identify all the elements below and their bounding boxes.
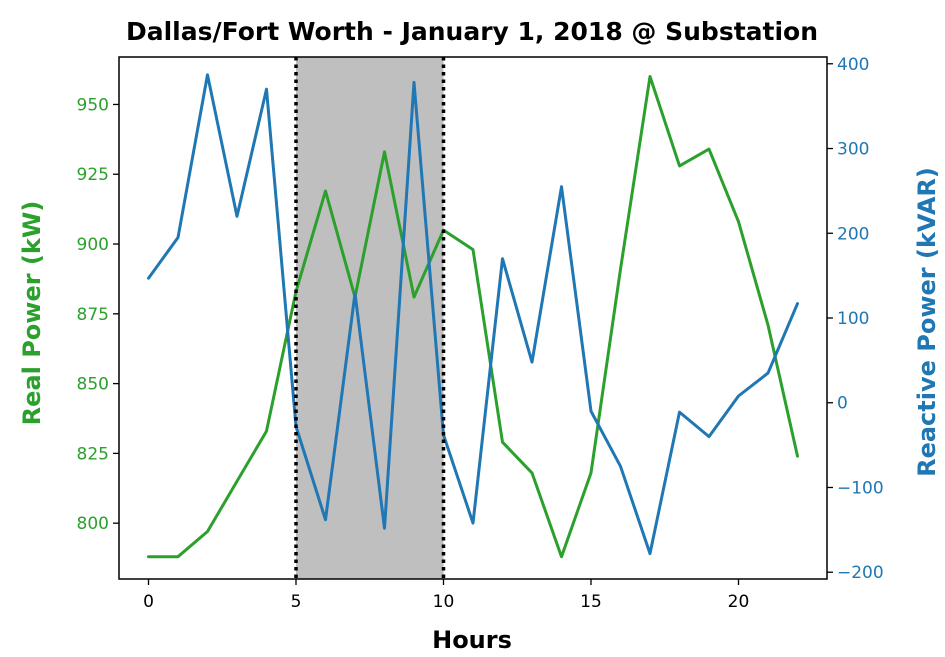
right-y-tick-label: 300	[837, 140, 869, 160]
reactive-power-line	[147, 73, 799, 556]
left-y-tick-label: 850	[77, 375, 109, 395]
left-y-tick-label: 875	[77, 305, 109, 325]
right-y-axis-label: Reactive Power (kVAR)	[913, 167, 941, 477]
x-axis-ticks: 0 5 10 15 20	[143, 579, 749, 612]
series-layer	[147, 73, 799, 559]
x-tick-label: 10	[433, 592, 455, 612]
vertical-lines-layer	[294, 57, 446, 579]
chart-title: Dallas/Fort Worth - January 1, 2018 @ Su…	[126, 17, 818, 46]
left-y-tick-label: 950	[77, 95, 109, 115]
right-y-tick-label: 400	[837, 55, 869, 75]
left-y-axis-ticks: 800 825 850 875 900 925 950	[77, 95, 119, 534]
x-tick-label: 15	[580, 592, 602, 612]
x-axis-label: Hours	[432, 626, 512, 654]
right-y-tick-label: −200	[837, 563, 884, 583]
left-y-axis-label: Real Power (kW)	[18, 201, 46, 426]
right-y-tick-label: 0	[837, 394, 848, 414]
x-tick-label: 5	[291, 592, 302, 612]
right-y-axis-ticks: −200 −100 0 100 200 300 400	[827, 55, 884, 583]
x-tick-label: 0	[143, 592, 154, 612]
right-y-tick-label: 200	[837, 224, 869, 244]
left-y-tick-label: 900	[77, 235, 109, 255]
left-y-tick-label: 825	[77, 444, 109, 464]
real-power-line	[147, 75, 799, 559]
left-y-tick-label: 800	[77, 514, 109, 534]
right-y-tick-label: 100	[837, 309, 869, 329]
right-y-tick-label: −100	[837, 478, 884, 498]
x-tick-label: 20	[728, 592, 750, 612]
left-y-tick-label: 925	[77, 165, 109, 185]
